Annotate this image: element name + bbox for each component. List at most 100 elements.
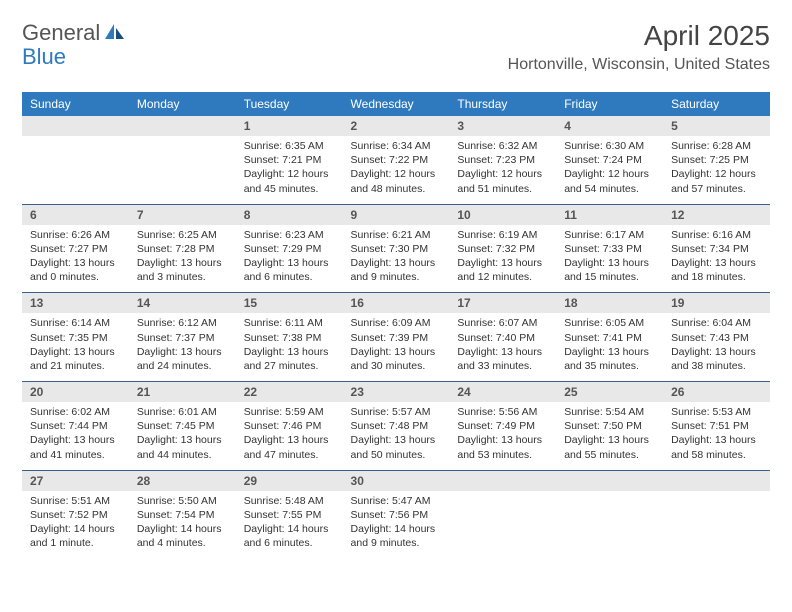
day-number: 3 — [449, 116, 556, 136]
daylight-text-2: and 35 minutes. — [564, 359, 655, 373]
daylight-text-2: and 24 minutes. — [137, 359, 228, 373]
daylight-text-1: Daylight: 13 hours — [244, 256, 335, 270]
sunset-text: Sunset: 7:39 PM — [351, 331, 442, 345]
day-number: 28 — [129, 470, 236, 491]
day-header: Wednesday — [343, 92, 450, 116]
day-number: 20 — [22, 382, 129, 403]
day-header: Friday — [556, 92, 663, 116]
sunrise-text: Sunrise: 6:17 AM — [564, 228, 655, 242]
sunrise-text: Sunrise: 6:16 AM — [671, 228, 762, 242]
daylight-text-1: Daylight: 13 hours — [671, 433, 762, 447]
day-number: 25 — [556, 382, 663, 403]
daylight-text-2: and 0 minutes. — [30, 270, 121, 284]
logo-sail-icon — [104, 22, 126, 45]
daylight-text-1: Daylight: 13 hours — [30, 433, 121, 447]
day-cell: Sunrise: 5:54 AMSunset: 7:50 PMDaylight:… — [556, 402, 663, 470]
day-cell: Sunrise: 5:57 AMSunset: 7:48 PMDaylight:… — [343, 402, 450, 470]
daylight-text-1: Daylight: 13 hours — [30, 345, 121, 359]
day-number: 21 — [129, 382, 236, 403]
daylight-text-2: and 41 minutes. — [30, 448, 121, 462]
day-cell: Sunrise: 6:04 AMSunset: 7:43 PMDaylight:… — [663, 313, 770, 381]
sunset-text: Sunset: 7:44 PM — [30, 419, 121, 433]
day-header-row: Sunday Monday Tuesday Wednesday Thursday… — [22, 92, 770, 116]
day-cell: Sunrise: 6:01 AMSunset: 7:45 PMDaylight:… — [129, 402, 236, 470]
daylight-text-1: Daylight: 13 hours — [457, 345, 548, 359]
day-number: 17 — [449, 293, 556, 314]
daylight-text-1: Daylight: 13 hours — [671, 256, 762, 270]
calendar-table: Sunday Monday Tuesday Wednesday Thursday… — [22, 92, 770, 558]
day-number: 30 — [343, 470, 450, 491]
sunrise-text: Sunrise: 6:32 AM — [457, 139, 548, 153]
day-cell — [663, 491, 770, 559]
sunrise-text: Sunrise: 6:14 AM — [30, 316, 121, 330]
day-cell: Sunrise: 5:51 AMSunset: 7:52 PMDaylight:… — [22, 491, 129, 559]
sunset-text: Sunset: 7:52 PM — [30, 508, 121, 522]
day-number: 24 — [449, 382, 556, 403]
sunset-text: Sunset: 7:50 PM — [564, 419, 655, 433]
sunset-text: Sunset: 7:32 PM — [457, 242, 548, 256]
day-cell: Sunrise: 5:48 AMSunset: 7:55 PMDaylight:… — [236, 491, 343, 559]
day-detail-row: Sunrise: 6:14 AMSunset: 7:35 PMDaylight:… — [22, 313, 770, 381]
day-cell: Sunrise: 6:23 AMSunset: 7:29 PMDaylight:… — [236, 225, 343, 293]
page-title: April 2025 — [508, 20, 770, 52]
day-cell: Sunrise: 6:34 AMSunset: 7:22 PMDaylight:… — [343, 136, 450, 204]
day-number: 1 — [236, 116, 343, 136]
daylight-text-2: and 30 minutes. — [351, 359, 442, 373]
daylight-text-2: and 50 minutes. — [351, 448, 442, 462]
day-cell: Sunrise: 6:21 AMSunset: 7:30 PMDaylight:… — [343, 225, 450, 293]
daylight-text-1: Daylight: 14 hours — [30, 522, 121, 536]
sunset-text: Sunset: 7:46 PM — [244, 419, 335, 433]
day-cell: Sunrise: 6:28 AMSunset: 7:25 PMDaylight:… — [663, 136, 770, 204]
day-number: 2 — [343, 116, 450, 136]
daylight-text-1: Daylight: 13 hours — [137, 433, 228, 447]
day-cell: Sunrise: 6:32 AMSunset: 7:23 PMDaylight:… — [449, 136, 556, 204]
logo: General — [22, 20, 128, 46]
day-cell: Sunrise: 5:50 AMSunset: 7:54 PMDaylight:… — [129, 491, 236, 559]
day-number: 8 — [236, 204, 343, 225]
day-cell: Sunrise: 6:16 AMSunset: 7:34 PMDaylight:… — [663, 225, 770, 293]
daylight-text-2: and 9 minutes. — [351, 536, 442, 550]
day-header: Sunday — [22, 92, 129, 116]
day-cell: Sunrise: 6:09 AMSunset: 7:39 PMDaylight:… — [343, 313, 450, 381]
daylight-text-1: Daylight: 13 hours — [137, 256, 228, 270]
day-cell: Sunrise: 6:35 AMSunset: 7:21 PMDaylight:… — [236, 136, 343, 204]
sunset-text: Sunset: 7:21 PM — [244, 153, 335, 167]
day-cell — [22, 136, 129, 204]
sunrise-text: Sunrise: 6:34 AM — [351, 139, 442, 153]
day-number — [129, 116, 236, 136]
day-cell — [556, 491, 663, 559]
day-number-row: 6789101112 — [22, 204, 770, 225]
daylight-text-1: Daylight: 13 hours — [564, 433, 655, 447]
day-cell: Sunrise: 6:05 AMSunset: 7:41 PMDaylight:… — [556, 313, 663, 381]
day-number: 13 — [22, 293, 129, 314]
sunset-text: Sunset: 7:30 PM — [351, 242, 442, 256]
day-number: 9 — [343, 204, 450, 225]
daylight-text-1: Daylight: 12 hours — [244, 167, 335, 181]
day-number-row: 13141516171819 — [22, 293, 770, 314]
daylight-text-1: Daylight: 12 hours — [671, 167, 762, 181]
day-number: 19 — [663, 293, 770, 314]
day-number-row: 27282930 — [22, 470, 770, 491]
sunset-text: Sunset: 7:45 PM — [137, 419, 228, 433]
sunrise-text: Sunrise: 6:07 AM — [457, 316, 548, 330]
day-detail-row: Sunrise: 5:51 AMSunset: 7:52 PMDaylight:… — [22, 491, 770, 559]
sunset-text: Sunset: 7:27 PM — [30, 242, 121, 256]
sunrise-text: Sunrise: 5:53 AM — [671, 405, 762, 419]
header-right: April 2025 Hortonville, Wisconsin, Unite… — [508, 20, 770, 74]
daylight-text-2: and 1 minute. — [30, 536, 121, 550]
sunrise-text: Sunrise: 6:21 AM — [351, 228, 442, 242]
sunset-text: Sunset: 7:41 PM — [564, 331, 655, 345]
day-number: 12 — [663, 204, 770, 225]
daylight-text-1: Daylight: 13 hours — [244, 433, 335, 447]
daylight-text-1: Daylight: 12 hours — [564, 167, 655, 181]
day-cell: Sunrise: 6:12 AMSunset: 7:37 PMDaylight:… — [129, 313, 236, 381]
daylight-text-2: and 54 minutes. — [564, 182, 655, 196]
sunrise-text: Sunrise: 5:50 AM — [137, 494, 228, 508]
sunset-text: Sunset: 7:25 PM — [671, 153, 762, 167]
day-number: 5 — [663, 116, 770, 136]
day-number-row: 12345 — [22, 116, 770, 136]
daylight-text-1: Daylight: 13 hours — [351, 345, 442, 359]
daylight-text-1: Daylight: 13 hours — [351, 433, 442, 447]
day-number-row: 20212223242526 — [22, 382, 770, 403]
day-number: 6 — [22, 204, 129, 225]
